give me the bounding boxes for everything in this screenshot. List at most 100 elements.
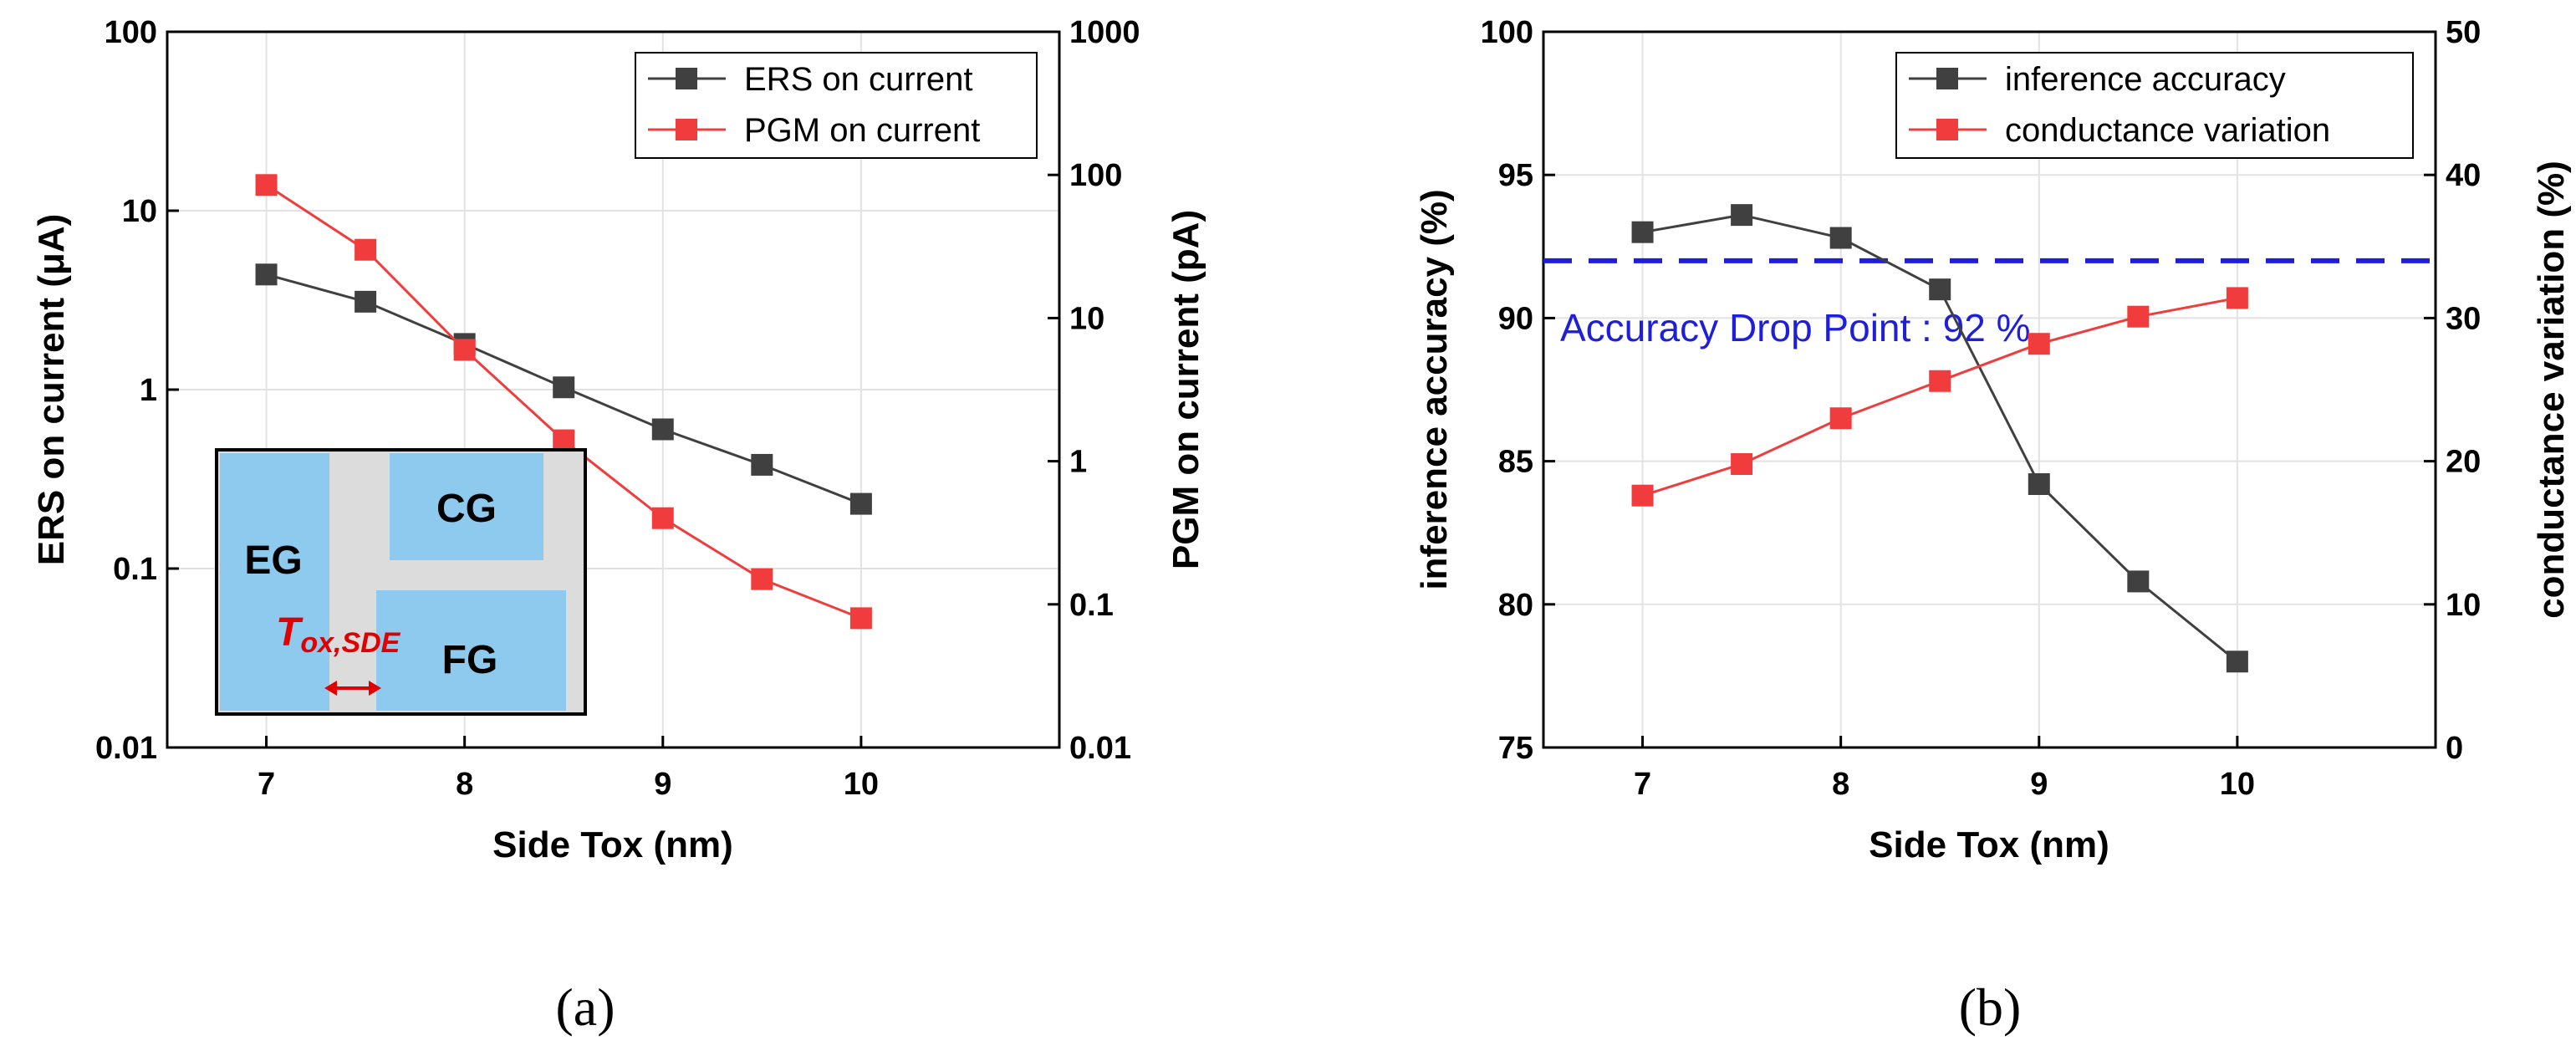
panel-a-x-tick-label: 10 [844, 767, 879, 802]
panel-a-ers-on-current-point [849, 492, 872, 515]
inset-arrow-head-left [324, 681, 337, 696]
panel-b-x-axis: 7 8 9 10 [1634, 736, 2255, 802]
inset-fg-label: FG [442, 638, 498, 682]
panel-a-left-y-tick-label: 100 [105, 15, 157, 50]
panel-b-conductance-variation-point [2127, 305, 2150, 328]
panel-a-pgm-on-current-point [849, 607, 872, 630]
panel-a-left-y-axis-title: ERS on current (μA) [31, 214, 72, 566]
panel-a-right-y-tick-label: 100 [1069, 158, 1122, 193]
panel-a-pgm-on-current-point [553, 429, 575, 452]
inset-tox-sde-label: Tox,SDE [276, 610, 401, 659]
panel-a-right-y-tick-label: 1000 [1069, 15, 1140, 50]
panel-a-ers-on-current-point [553, 376, 575, 399]
panel-a-ers-on-current-point [651, 418, 674, 441]
panel-b-right-y-tick-label: 40 [2446, 158, 2481, 193]
panel-a-pgm-on-current-point [751, 568, 773, 590]
panel-a-x-axis-title: Side Tox (nm) [492, 824, 733, 865]
panel-b-legend-conductance-marker [1936, 119, 1958, 140]
panel-a-legend-ers-marker [676, 68, 697, 89]
inset-fg-region [376, 590, 566, 711]
panel-b-x-tick-label: 9 [2030, 767, 2048, 802]
panel-a-label: (a) [555, 977, 615, 1037]
panel-a-right-y-tick-label: 0.01 [1069, 731, 1131, 766]
panel-a-legend-pgm-marker [676, 119, 697, 140]
panel-b-conductance-variation-point [2226, 287, 2248, 309]
inset-dimension-arrow [324, 681, 381, 696]
panel-b-right-y-tick-label: 20 [2446, 445, 2481, 480]
panel-a-x-tick-label: 8 [456, 767, 473, 802]
panel-b-legend-entry-accuracy: inference accuracy [1909, 61, 2286, 98]
panel-b-x-tick-label: 10 [2220, 767, 2255, 802]
panel-a-left-y-tick-label: 10 [122, 194, 157, 229]
panel-a-x-tick-label: 9 [654, 767, 671, 802]
panel-a-ers-on-current-point [751, 453, 773, 476]
panel-a-inset-schematic: EG CG FG Tox,SDE [215, 448, 587, 716]
panel-a-left-y-tick-label: 0.1 [113, 552, 157, 587]
panel-b-conductance-variation-point [1731, 453, 1753, 476]
panel-b-inference-accuracy-point [1731, 204, 1753, 227]
panel-b-inference-accuracy-point [2226, 650, 2248, 673]
panel-a-ers-on-current-point [255, 263, 278, 286]
panel-b-left-y-tick-label: 85 [1498, 445, 1533, 480]
panel-b-x-tick-label: 8 [1832, 767, 1849, 802]
panel-a-x-axis: 7 8 9 10 [258, 736, 879, 802]
panel-b-left-y-tick-label: 100 [1481, 15, 1533, 50]
panel-b-left-y-axis: 75 80 85 90 95 100 [1481, 15, 1555, 766]
panel-b-left-y-tick-label: 75 [1498, 731, 1533, 766]
panel-b-right-y-tick-label: 50 [2446, 15, 2481, 50]
panel-b-inference-accuracy-point [1929, 278, 1951, 301]
panel-b-legend-entry-conductance: conductance variation [1909, 112, 2330, 149]
panel-b-left-y-tick-label: 90 [1498, 301, 1533, 336]
panel-b-right-y-tick-label: 0 [2446, 731, 2463, 766]
panel-a-legend-ers-label: ERS on current [744, 61, 972, 98]
panel-b-right-y-axis-title: conductance variation (%) [2531, 161, 2572, 619]
panel-a-right-y-tick-label: 10 [1069, 301, 1104, 336]
inset-tox-sde-subscript: ox,SDE [300, 627, 400, 659]
panel-a-x-tick-label: 7 [258, 767, 275, 802]
panel-b-legend: inference accuracy conductance variation [1895, 52, 2414, 159]
panel-a-right-y-axis-title: PGM on current (pA) [1166, 210, 1206, 569]
panel-b-right-y-axis: 0 10 20 30 40 50 [2424, 15, 2481, 766]
inset-cg-region [390, 453, 543, 560]
inset-arrow-head-right [369, 681, 381, 696]
panel-b-conductance-variation-point [1929, 370, 1951, 392]
panel-b-series [1631, 204, 2248, 673]
panel-a-legend-entry-ers: ERS on current [648, 61, 972, 98]
panel-a-pgm-on-current-point [651, 507, 674, 529]
panel-b-conductance-variation-point [2028, 333, 2050, 355]
inset-eg-label: EG [244, 538, 302, 583]
panel-a-pgm-on-current-point [255, 174, 278, 196]
panel-b-conductance-variation-point [1631, 484, 1654, 507]
panel-b-x-axis-title: Side Tox (nm) [1869, 824, 2109, 865]
panel-b-label: (b) [1959, 977, 2022, 1037]
panel-b-gridlines [1543, 32, 2436, 747]
panel-a-ers-on-current-point [355, 290, 377, 313]
panel-a-right-y-axis: 0.01 0.1 1 10 100 1000 [1048, 15, 1140, 766]
panel-a-pgm-on-current-point [355, 238, 377, 261]
panel-b-conductance-variation-point [1829, 407, 1852, 430]
panel-a-right-y-tick-label: 1 [1069, 445, 1087, 480]
panel-b-inference-accuracy-point [2127, 570, 2150, 593]
panel-a-left-y-axis: 0.01 0.1 1 10 100 [95, 15, 179, 766]
panel-b-plot-frame [1542, 30, 2437, 749]
panel-b-legend-accuracy-label: inference accuracy [2005, 61, 2286, 98]
panel-b-inference-accuracy-point [1631, 221, 1654, 243]
panel-a-chart: 7 8 9 10 0.01 0.1 1 10 100 0.01 0.1 1 10 100 1000 Si… [31, 15, 1206, 865]
panel-b-chart: 7 8 9 10 75 80 85 90 95 100 0 10 20 30 40 50 Side Tox… [1414, 15, 2572, 865]
inset-tox-sde-main: T [276, 610, 304, 655]
panel-b-right-y-tick-label: 10 [2446, 588, 2481, 623]
panel-a-series [255, 174, 872, 630]
panel-b-legend-accuracy-marker [1936, 68, 1958, 89]
panel-a-pgm-on-current-point [453, 339, 476, 361]
panel-a-left-y-tick-label: 1 [140, 373, 157, 408]
panel-b-left-y-tick-label: 80 [1498, 588, 1533, 623]
inset-eg-region [220, 453, 329, 711]
panel-b-right-y-tick-label: 30 [2446, 301, 2481, 336]
panel-a-left-y-tick-label: 0.01 [95, 731, 157, 766]
panel-b-inference-accuracy-point [1829, 227, 1852, 249]
panel-b-x-tick-label: 7 [1634, 767, 1651, 802]
panel-a-legend-box [635, 52, 1038, 159]
panel-a-legend-pgm-label: PGM on current [744, 112, 980, 149]
panel-a-right-y-tick-label: 0.1 [1069, 588, 1114, 623]
